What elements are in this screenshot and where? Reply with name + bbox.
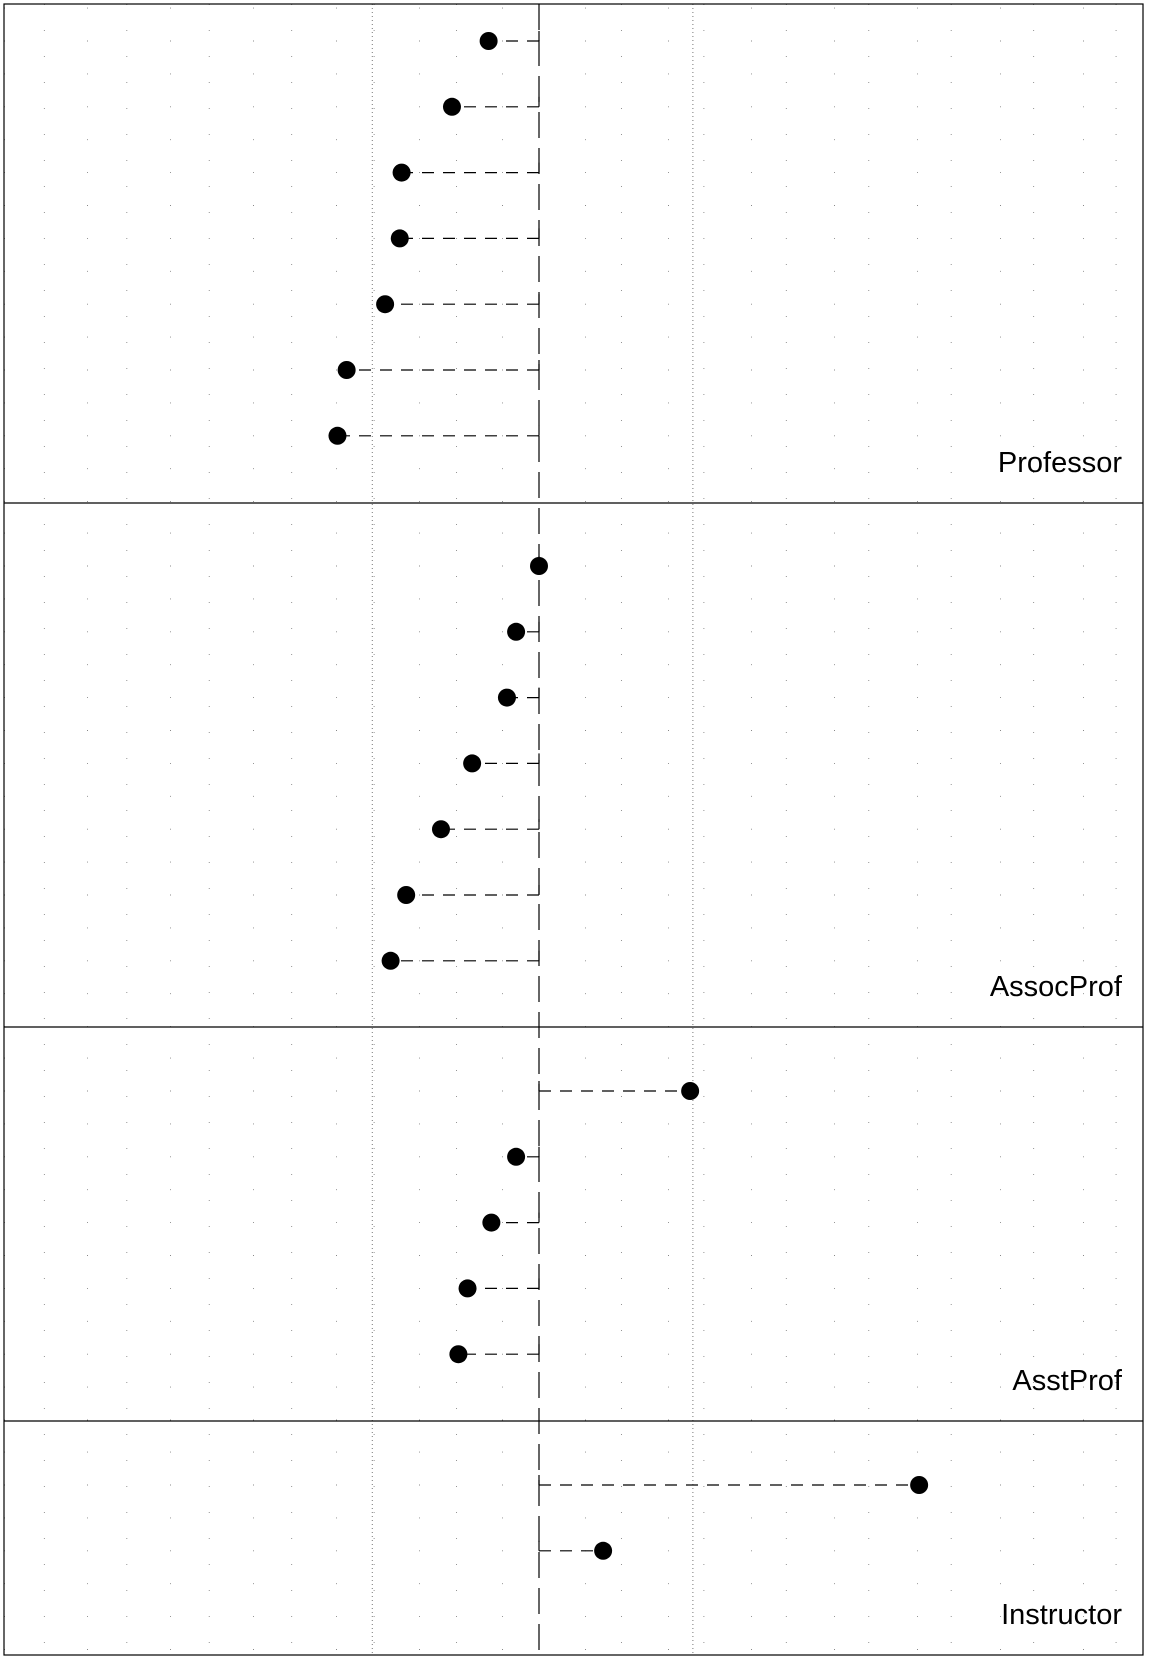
- panel-label-instructor: Instructor: [1001, 1599, 1122, 1631]
- data-point: [479, 32, 498, 50]
- plot-frame: [3, 3, 1144, 1656]
- data-point: [482, 1213, 501, 1232]
- data-point: [507, 622, 526, 641]
- data-point: [442, 97, 461, 116]
- data-point: [681, 1082, 700, 1100]
- data-point: [507, 1147, 526, 1166]
- data-point: [449, 1345, 468, 1364]
- data-point: [594, 1541, 613, 1560]
- panel-label-professor: Professor: [998, 447, 1122, 479]
- data-point: [530, 557, 548, 575]
- data-point: [397, 886, 416, 904]
- data-point: [458, 1279, 477, 1298]
- data-point: [431, 820, 450, 839]
- panel-label-asstprof: AsstProf: [1012, 1365, 1123, 1397]
- panel-label-assocprof: AssocProf: [990, 971, 1123, 1003]
- mark-layer: [328, 31, 929, 1560]
- data-point: [463, 754, 482, 773]
- data-point: [392, 163, 411, 182]
- data-point: [497, 688, 516, 707]
- data-point: [381, 951, 400, 970]
- panel-layer: Professor AssocProf AsstProf Instructor: [3, 3, 1144, 1656]
- data-point: [910, 1476, 929, 1494]
- data-point: [390, 229, 409, 248]
- grid-layer: [4, 4, 1143, 1655]
- data-point: [376, 295, 395, 314]
- data-point: [337, 361, 356, 379]
- data-point: [328, 426, 347, 445]
